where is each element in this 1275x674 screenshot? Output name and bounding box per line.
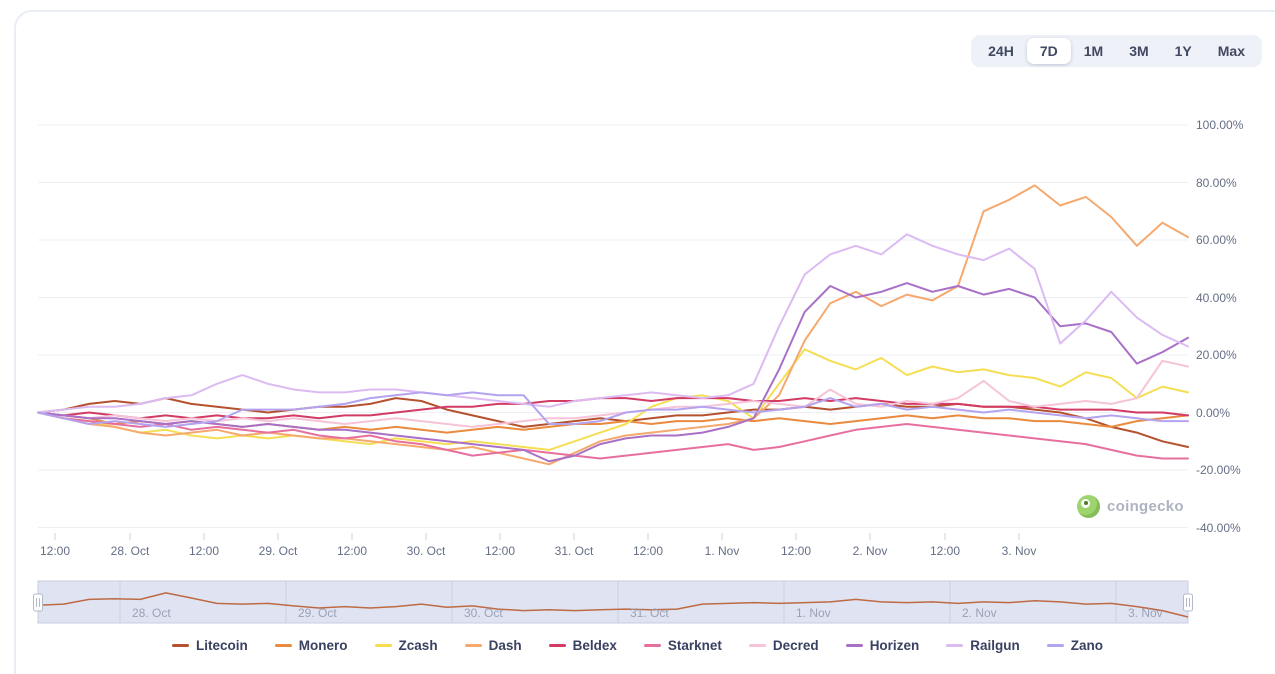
x-axis-label: 12:00: [780, 544, 812, 558]
y-axis-label: 80.00%: [1196, 175, 1237, 190]
y-axis-label: 0.00%: [1196, 405, 1231, 420]
x-axis-label: 28. Oct: [110, 544, 150, 558]
legend-label: Beldex: [572, 638, 617, 653]
x-axis-label: 29. Oct: [258, 544, 298, 558]
navigator-series-line: [37, 592, 1189, 618]
legend-marker-icon: [1046, 644, 1064, 647]
x-axis-label: 12:00: [632, 544, 664, 558]
y-axis-label: 20.00%: [1196, 348, 1237, 362]
x-axis-label: 12:00: [336, 544, 368, 558]
legend-marker-icon: [946, 644, 964, 647]
y-axis-label: 40.00%: [1196, 290, 1237, 305]
legend-item-monero[interactable]: Monero: [274, 638, 348, 653]
range-button-max[interactable]: Max: [1205, 38, 1258, 64]
legend-label: Litecoin: [196, 638, 248, 653]
range-button-24h[interactable]: 24H: [975, 38, 1027, 64]
navigator-date-label: 28. Oct: [132, 606, 171, 620]
legend-item-starknet[interactable]: Starknet: [643, 638, 722, 653]
legend-label: Railgun: [970, 638, 1020, 653]
series-line-zano[interactable]: [37, 391, 1189, 428]
series-line-starknet[interactable]: [37, 411, 1189, 460]
range-button-3m[interactable]: 3M: [1116, 38, 1161, 64]
watermark-label: coingecko: [1107, 498, 1184, 515]
navigator-date-label: 30. Oct: [464, 606, 503, 620]
legend-marker-icon: [464, 644, 482, 647]
legend-marker-icon: [374, 644, 392, 647]
y-axis-label: 60.00%: [1196, 233, 1237, 247]
legend-item-horizen[interactable]: Horizen: [845, 638, 920, 653]
legend-label: Decred: [772, 638, 819, 653]
coingecko-logo-icon: [1077, 495, 1100, 518]
x-axis-label: 2. Nov: [852, 544, 888, 558]
x-axis-label: 1. Nov: [704, 544, 740, 558]
x-axis-label: 12:00: [188, 544, 220, 558]
legend-item-railgun[interactable]: Railgun: [946, 638, 1020, 653]
navigator-date-label: 1. Nov: [796, 606, 831, 620]
legend-item-zano[interactable]: Zano: [1046, 638, 1103, 653]
coingecko-watermark: coingecko: [1077, 495, 1184, 518]
legend-item-decred[interactable]: Decred: [748, 638, 819, 653]
series-line-dash[interactable]: [37, 184, 1189, 466]
navigator-date-label: 29. Oct: [298, 606, 337, 620]
legend-label: Monero: [298, 638, 348, 653]
legend-label: Horizen: [869, 638, 920, 653]
legend-marker-icon: [274, 644, 292, 647]
legend-marker-icon: [845, 644, 863, 647]
legend-marker-icon: [172, 644, 190, 647]
navigator-date-label: 2. Nov: [962, 606, 997, 620]
legend-item-dash[interactable]: Dash: [464, 638, 522, 653]
legend-label: Zcash: [398, 638, 438, 653]
x-axis-label: 30. Oct: [406, 544, 446, 558]
range-button-1m[interactable]: 1M: [1071, 38, 1116, 64]
navigator-right-handle[interactable]: [1183, 593, 1193, 612]
legend-item-zcash[interactable]: Zcash: [374, 638, 438, 653]
range-button-1y[interactable]: 1Y: [1162, 38, 1205, 64]
legend-item-beldex[interactable]: Beldex: [548, 638, 617, 653]
chart-legend: Litecoin Monero Zcash Dash Beldex Starknet Dec…: [0, 638, 1275, 653]
series-line-beldex[interactable]: [37, 397, 1189, 420]
legend-label: Starknet: [667, 638, 722, 653]
chart-card: [14, 10, 1275, 674]
legend-label: Zano: [1070, 638, 1103, 653]
series-line-zcash[interactable]: [37, 348, 1189, 451]
legend-label: Dash: [488, 638, 522, 653]
legend-marker-icon: [748, 644, 766, 647]
navigator-left-handle[interactable]: [33, 593, 43, 612]
series-line-decred[interactable]: [37, 359, 1189, 428]
legend-marker-icon: [548, 644, 566, 647]
time-range-selector: 24H 7D 1M 3M 1Y Max: [971, 35, 1262, 67]
series-line-horizen[interactable]: [37, 282, 1189, 463]
x-axis-label: 12:00: [484, 544, 516, 558]
y-axis-label: -40.00%: [1196, 520, 1241, 535]
legend-marker-icon: [643, 644, 661, 647]
range-button-7d[interactable]: 7D: [1026, 38, 1071, 64]
y-axis-label: -20.00%: [1196, 463, 1241, 477]
x-axis-label: 12:00: [929, 544, 961, 558]
x-axis-label: 31. Oct: [554, 544, 594, 558]
navigator-date-label: 31. Oct: [630, 606, 669, 620]
y-axis-label: 100.00%: [1196, 118, 1244, 132]
legend-item-litecoin[interactable]: Litecoin: [172, 638, 248, 653]
x-axis-label: 12:00: [39, 544, 71, 558]
navigator-date-label: 3. Nov: [1128, 606, 1163, 620]
series-line-railgun[interactable]: [37, 233, 1189, 414]
x-axis-label: 3. Nov: [1001, 544, 1037, 558]
